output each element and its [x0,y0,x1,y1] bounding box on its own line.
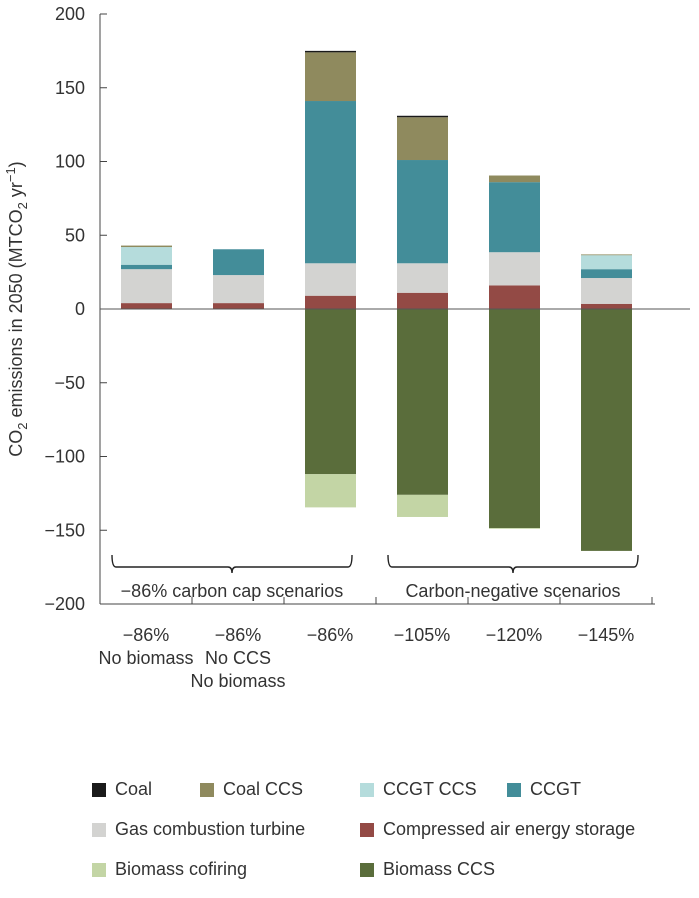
y-tick-label: −100 [44,447,85,467]
bar-segment-gas-combustion-turbine [489,252,540,286]
y-tick-label: −150 [44,520,85,540]
bar-segment-coal-ccs [581,254,632,256]
bar-segment-ccgt-ccs [121,247,172,265]
bar-segment-compressed-air-energy-storage [213,303,264,309]
bar-segment-biomass-ccs [305,309,356,475]
legend-item: Gas combustion turbine [92,819,305,840]
bar-segment-biomass-cofiring [397,494,448,517]
legend-label: Coal CCS [223,779,304,799]
y-tick-label: 50 [65,225,85,245]
bar-segment-gas-combustion-turbine [213,275,264,304]
bar-segment-biomass-ccs [581,309,632,551]
bar-segment-coal-ccs [121,245,172,248]
legend-label: CCGT CCS [383,779,477,799]
category-label: −145% [578,625,635,645]
legend-item: Compressed air energy storage [360,819,635,840]
y-tick-label: −50 [54,373,85,393]
legend-swatch [507,782,521,797]
bar-segment-coal [305,50,356,53]
category-label: No biomass [190,671,285,691]
legend-swatch [92,862,106,877]
legend-label: Biomass cofiring [115,859,248,879]
category-label: −86% [215,625,262,645]
category-label: −86% [307,625,354,645]
legend-swatch [360,782,374,797]
legend-label: Gas combustion turbine [115,819,306,839]
legend-label: Coal [115,779,153,799]
bar-segment-gas-combustion-turbine [397,263,448,293]
legend-label: Biomass CCS [383,859,496,879]
bar-segment-biomass-cofiring [489,528,540,529]
bar-segment-biomass-cofiring [305,474,356,508]
y-tick-label: 200 [55,4,85,24]
legend-swatch [92,782,106,797]
legend-swatch [200,782,214,797]
group-label: Carbon-negative scenarios [405,581,620,601]
bar-segment-compressed-air-energy-storage [489,285,540,309]
category-label: No biomass [98,648,193,668]
bar-segment-ccgt [213,249,264,276]
legend-swatch [92,822,106,837]
y-tick-label: 100 [55,152,85,172]
bar-segment-coal-ccs [489,175,540,183]
bar-segment-ccgt [397,160,448,264]
y-tick-label: −200 [44,594,85,614]
legend-label: CCGT [530,779,581,799]
bar-segment-compressed-air-energy-storage [121,303,172,309]
category-label: −120% [486,625,543,645]
y-tick-label: 0 [75,299,85,319]
legend-item: CCGT CCS [360,779,477,800]
legend-label: Compressed air energy storage [383,819,636,839]
group-label: −86% carbon cap scenarios [121,581,344,601]
bar-segment-gas-combustion-turbine [121,269,172,304]
group-brace [387,554,639,574]
bar-segment-compressed-air-energy-storage [397,292,448,309]
category-label: No CCS [205,648,271,668]
category-label: −105% [394,625,451,645]
legend-item: Coal [92,779,152,800]
bar-segment-biomass-ccs [489,309,540,529]
bar-segment-coal-ccs [305,52,356,102]
legend-item: Biomass cofiring [92,859,247,880]
bar-segment-ccgt [305,101,356,264]
bar-segment-gas-combustion-turbine [581,278,632,304]
legend-item: Coal CCS [200,779,303,800]
bar-segment-gas-combustion-turbine [305,263,356,296]
bar-segment-compressed-air-energy-storage [581,303,632,309]
bar-segment-ccgt [121,264,172,270]
bar-segment-ccgt-ccs [581,255,632,270]
legend-swatch [360,822,374,837]
y-axis-label: CO2 emissions in 2050 (MTCO2 yr−1) [3,161,30,456]
legend-item: CCGT [507,779,581,800]
y-tick-label: 150 [55,78,85,98]
legend-swatch [360,862,374,877]
bar-segment-ccgt [489,182,540,253]
bar-segment-ccgt [581,269,632,279]
bar-segment-coal-ccs [397,117,448,161]
legend-item: Biomass CCS [360,859,495,880]
bar-segment-biomass-ccs [397,309,448,495]
group-brace [111,554,353,574]
bar-segment-coal [397,115,448,118]
category-label: −86% [123,625,170,645]
bar-segment-compressed-air-energy-storage [305,295,356,309]
